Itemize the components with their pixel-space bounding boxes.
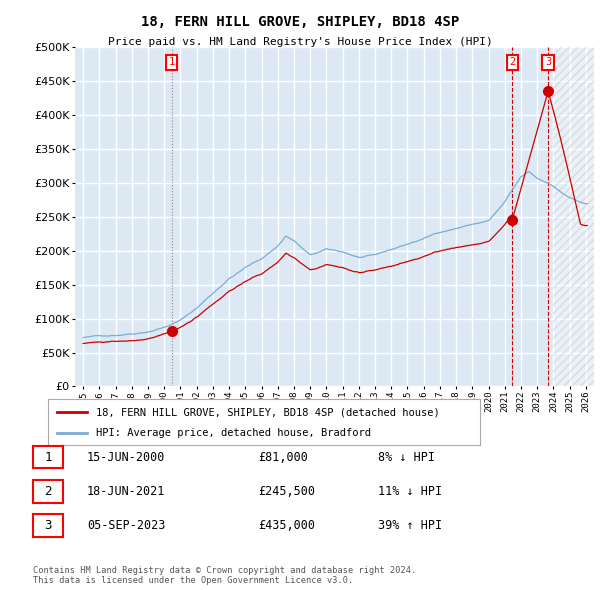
Text: 18-JUN-2021: 18-JUN-2021	[87, 485, 166, 498]
Text: 15-JUN-2000: 15-JUN-2000	[87, 451, 166, 464]
Text: 3: 3	[545, 57, 551, 67]
Text: 8% ↓ HPI: 8% ↓ HPI	[378, 451, 435, 464]
Text: Price paid vs. HM Land Registry's House Price Index (HPI): Price paid vs. HM Land Registry's House …	[107, 37, 493, 47]
Bar	[553, 47, 594, 386]
Text: 11% ↓ HPI: 11% ↓ HPI	[378, 485, 442, 498]
Text: HPI: Average price, detached house, Bradford: HPI: Average price, detached house, Brad…	[95, 428, 371, 438]
Text: £245,500: £245,500	[258, 485, 315, 498]
Text: 05-SEP-2023: 05-SEP-2023	[87, 519, 166, 532]
Text: 18, FERN HILL GROVE, SHIPLEY, BD18 4SP (detached house): 18, FERN HILL GROVE, SHIPLEY, BD18 4SP (…	[95, 407, 439, 417]
Text: 1: 1	[169, 57, 175, 67]
Text: £81,000: £81,000	[258, 451, 308, 464]
Text: 1: 1	[44, 451, 52, 464]
Text: £435,000: £435,000	[258, 519, 315, 532]
Text: 18, FERN HILL GROVE, SHIPLEY, BD18 4SP: 18, FERN HILL GROVE, SHIPLEY, BD18 4SP	[141, 15, 459, 29]
Text: 3: 3	[44, 519, 52, 532]
Text: 2: 2	[509, 57, 515, 67]
Text: 39% ↑ HPI: 39% ↑ HPI	[378, 519, 442, 532]
Text: Contains HM Land Registry data © Crown copyright and database right 2024.
This d: Contains HM Land Registry data © Crown c…	[33, 566, 416, 585]
Text: 2: 2	[44, 485, 52, 498]
